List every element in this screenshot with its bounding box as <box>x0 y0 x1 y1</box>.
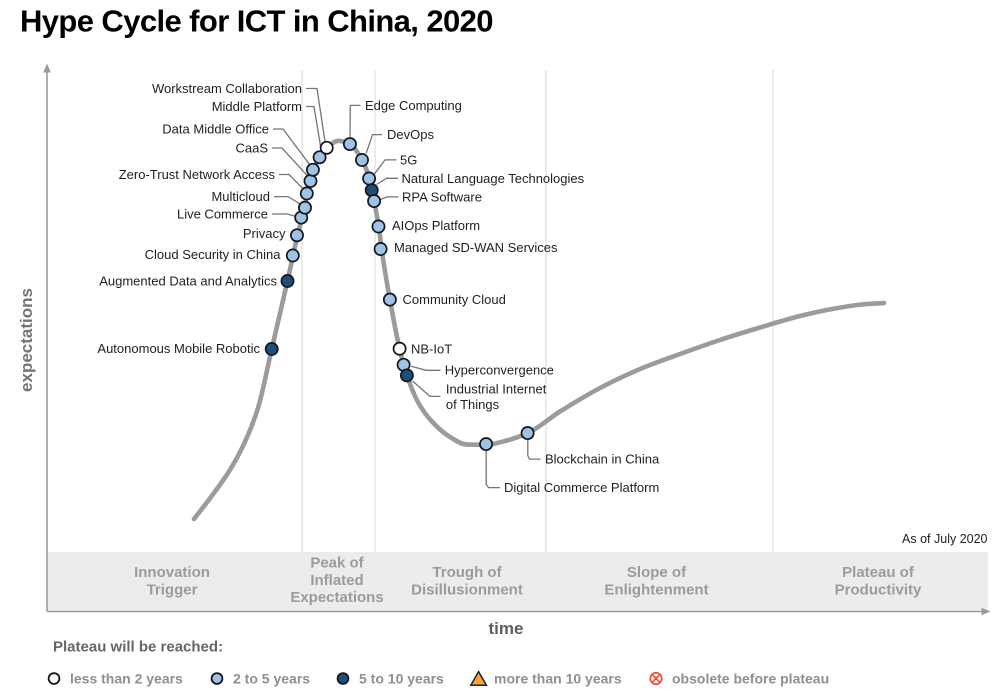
svg-text:Trigger: Trigger <box>147 582 198 599</box>
svg-text:of Things: of Things <box>446 397 500 412</box>
svg-text:Trough of: Trough of <box>432 564 502 581</box>
svg-text:Workstream Collaboration: Workstream Collaboration <box>152 81 302 96</box>
svg-text:Peak of: Peak of <box>310 555 364 572</box>
svg-text:Hyperconvergence: Hyperconvergence <box>445 363 554 378</box>
svg-text:CaaS: CaaS <box>235 141 268 156</box>
svg-text:Zero-Trust Network Access: Zero-Trust Network Access <box>119 167 276 182</box>
svg-text:NB-IoT: NB-IoT <box>411 341 452 356</box>
svg-text:RPA Software: RPA Software <box>402 190 482 205</box>
svg-text:Data Middle Office: Data Middle Office <box>162 122 269 137</box>
svg-text:Privacy: Privacy <box>243 226 286 241</box>
svg-text:Cloud Security in China: Cloud Security in China <box>145 247 282 262</box>
svg-text:expectations: expectations <box>17 288 36 392</box>
svg-text:Industrial Internet: Industrial Internet <box>446 382 547 397</box>
svg-text:Inflated: Inflated <box>310 572 363 589</box>
svg-text:less than 2 years: less than 2 years <box>70 671 183 687</box>
svg-text:Slope of: Slope of <box>627 564 687 581</box>
svg-text:Community Cloud: Community Cloud <box>403 292 506 307</box>
svg-text:Multicloud: Multicloud <box>211 189 270 204</box>
svg-text:Managed SD-WAN Services: Managed SD-WAN Services <box>394 240 558 255</box>
svg-text:Expectations: Expectations <box>290 589 383 606</box>
svg-text:Digital Commerce Platform: Digital Commerce Platform <box>504 480 659 495</box>
svg-text:Innovation: Innovation <box>134 564 210 581</box>
svg-text:Blockchain in China: Blockchain in China <box>545 452 660 467</box>
svg-text:Enlightenment: Enlightenment <box>604 582 708 599</box>
svg-text:Plateau will be reached:: Plateau will be reached: <box>53 638 223 655</box>
svg-text:Natural Language Technologies: Natural Language Technologies <box>402 171 585 186</box>
svg-text:As of July 2020: As of July 2020 <box>902 532 988 546</box>
svg-text:more than 10 years: more than 10 years <box>494 671 622 687</box>
svg-text:Autonomous Mobile Robotic: Autonomous Mobile Robotic <box>97 341 260 356</box>
svg-text:Middle Platform: Middle Platform <box>212 99 302 114</box>
svg-text:Edge Computing: Edge Computing <box>365 98 462 113</box>
svg-text:5 to 10 years: 5 to 10 years <box>359 671 444 687</box>
svg-text:AIOps Platform: AIOps Platform <box>392 218 480 233</box>
svg-text:2 to 5 years: 2 to 5 years <box>233 671 310 687</box>
svg-text:5G: 5G <box>400 152 417 167</box>
svg-text:Disillusionment: Disillusionment <box>411 582 523 599</box>
svg-text:DevOps: DevOps <box>387 127 434 142</box>
svg-text:Hype Cycle for ICT in China, 2: Hype Cycle for ICT in China, 2020 <box>20 4 493 39</box>
svg-text:Augmented Data and Analytics: Augmented Data and Analytics <box>99 273 277 288</box>
svg-text:Productivity: Productivity <box>835 582 922 599</box>
svg-text:time: time <box>489 619 524 638</box>
svg-text:Plateau of: Plateau of <box>842 564 915 581</box>
svg-text:Live Commerce: Live Commerce <box>177 207 268 222</box>
svg-text:obsolete before plateau: obsolete before plateau <box>672 671 829 687</box>
